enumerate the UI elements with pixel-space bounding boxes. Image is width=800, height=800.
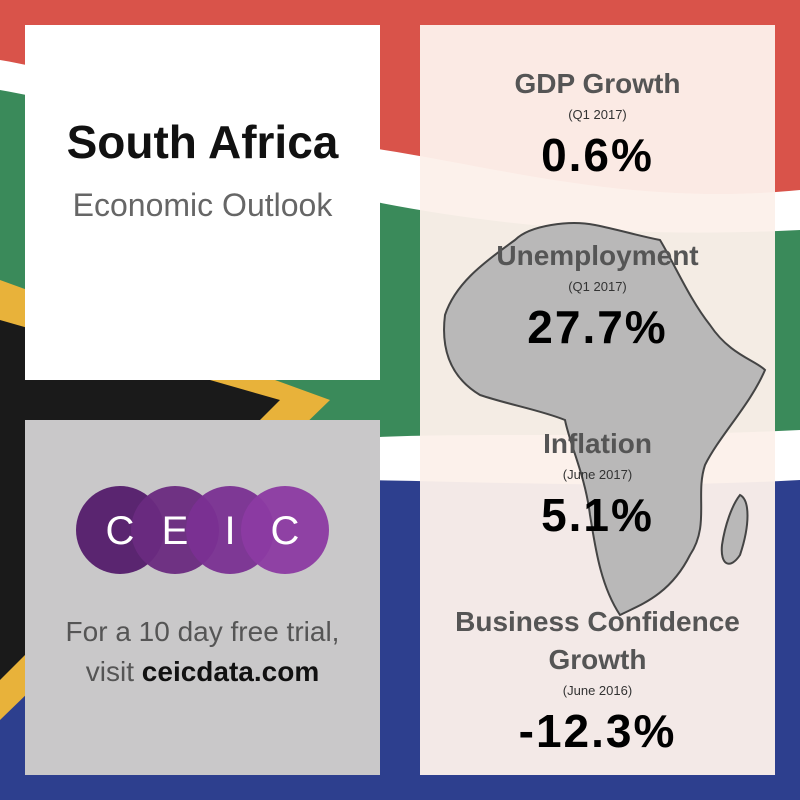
logo-letter: I bbox=[224, 509, 235, 553]
promo-prefix: visit bbox=[85, 656, 135, 687]
indicator-period: (Q1 2017) bbox=[568, 279, 627, 294]
indicator-period: (June 2017) bbox=[562, 467, 633, 482]
indicator-name: Unemployment bbox=[496, 240, 699, 271]
promo-text: For a 10 day free trial, visit ceicdata.… bbox=[25, 612, 380, 692]
title: South Africa bbox=[66, 116, 339, 168]
promo-line: For a 10 day free trial, bbox=[65, 616, 340, 647]
indicator-value: 5.1% bbox=[541, 489, 654, 541]
title-panel: South Africa Economic Outlook bbox=[25, 25, 380, 380]
logo-letter: C bbox=[106, 509, 135, 553]
indicator: Business Confidence Growth (June 2016) -… bbox=[445, 603, 750, 758]
promo-link[interactable]: ceicdata.com bbox=[141, 656, 320, 687]
indicator-name: GDP Growth bbox=[514, 68, 681, 99]
indicators-panel: GDP Growth (Q1 2017) 0.6% Unemployment (… bbox=[420, 25, 775, 775]
logo-letter: E bbox=[162, 509, 189, 553]
promo-panel: C E I C For a 10 day free trial, visit c… bbox=[25, 420, 380, 775]
indicator-value: 0.6% bbox=[541, 129, 654, 181]
indicator: GDP Growth (Q1 2017) 0.6% bbox=[420, 65, 775, 182]
indicator-name: Business Confidence Growth bbox=[455, 606, 740, 675]
africa-shape bbox=[443, 222, 767, 617]
ceic-logo: C E I C bbox=[76, 486, 329, 574]
indicator: Unemployment (Q1 2017) 27.7% bbox=[420, 237, 775, 354]
promo-line: visit ceicdata.com bbox=[25, 652, 380, 692]
indicator-value: 27.7% bbox=[527, 301, 668, 353]
indicator-name: Inflation bbox=[543, 428, 652, 459]
indicator-value: -12.3% bbox=[518, 705, 677, 757]
indicator-period: (Q1 2017) bbox=[568, 107, 627, 122]
indicator: Inflation (June 2017) 5.1% bbox=[420, 425, 775, 542]
logo-circle bbox=[241, 486, 329, 574]
logo-letter: C bbox=[271, 509, 300, 553]
subtitle: Economic Outlook bbox=[72, 187, 333, 223]
madagascar-shape bbox=[720, 493, 749, 565]
indicator-period: (June 2016) bbox=[562, 683, 633, 698]
africa-map bbox=[443, 222, 767, 617]
